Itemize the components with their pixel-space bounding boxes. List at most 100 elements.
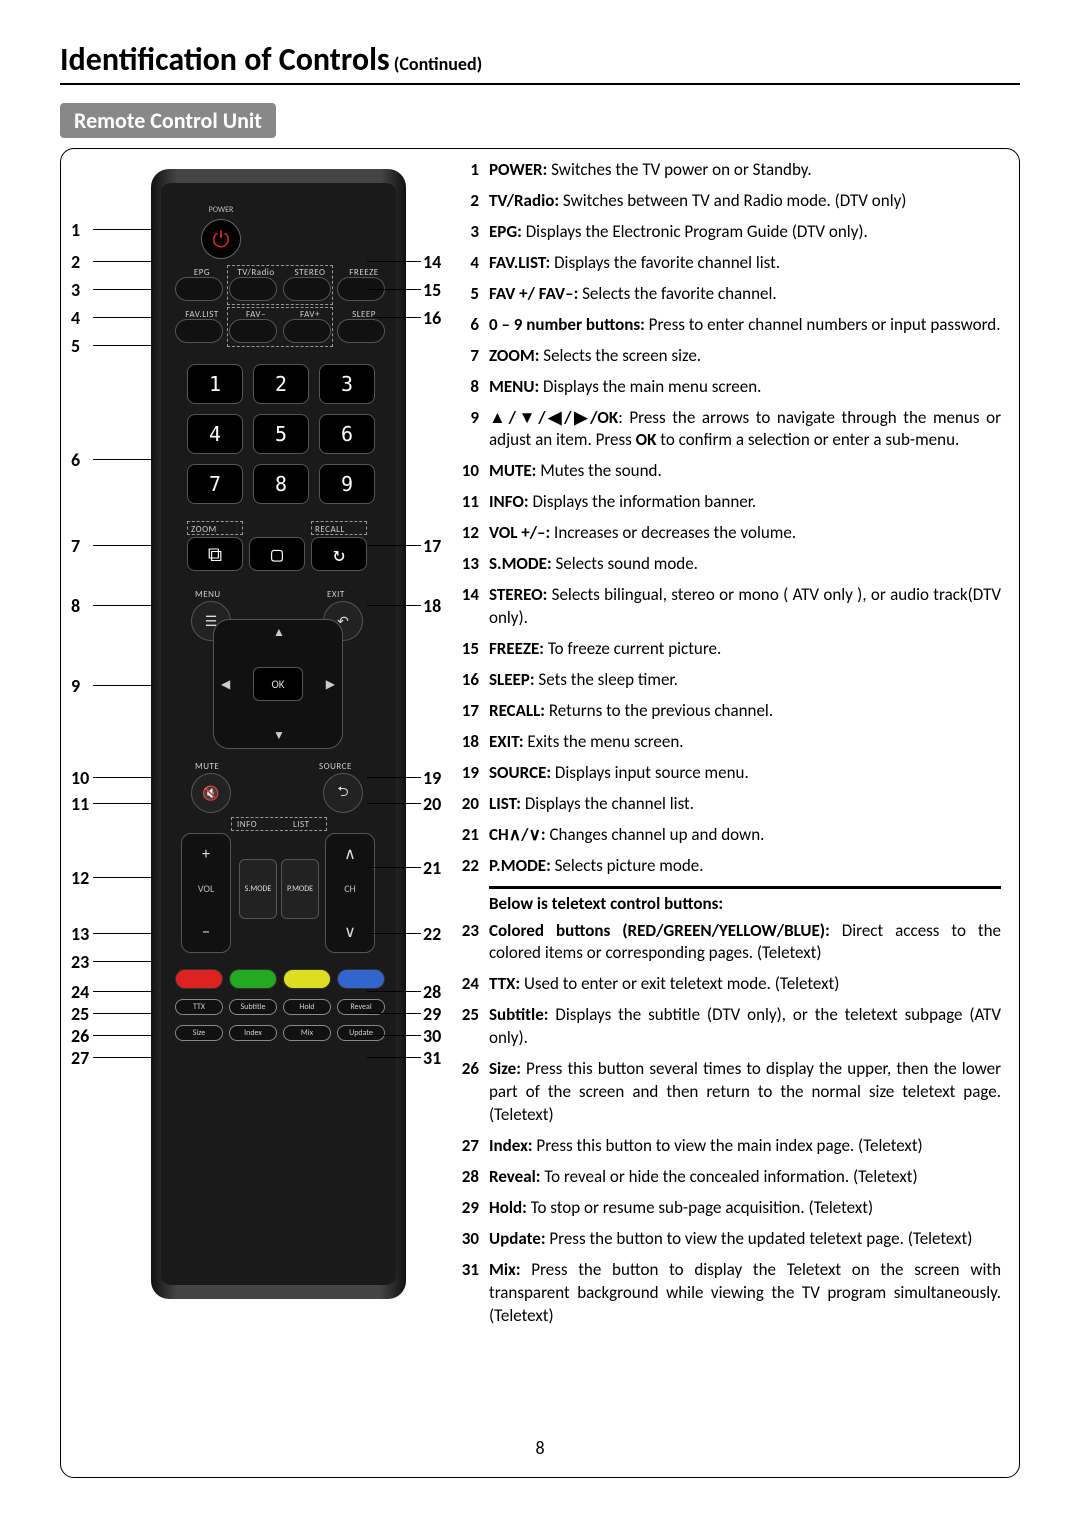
description-item: 23Colored buttons (RED/GREEN/YELLOW/BLUE… — [461, 920, 1001, 966]
vol-down-icon: − — [182, 912, 230, 952]
callout-line — [93, 933, 153, 934]
description-label: MENU: — [489, 376, 539, 397]
ok-button: OK — [253, 667, 303, 701]
callout-line — [93, 1013, 153, 1014]
callout-number: 11 — [71, 793, 89, 815]
description-text: TTX: Used to enter or exit teletext mode… — [489, 973, 1001, 996]
description-label: POWER: — [489, 159, 547, 180]
callout-number: 29 — [423, 1003, 441, 1025]
descriptions-area: 1POWER: Switches the TV power on or Stan… — [461, 159, 1001, 1336]
teletext-list: 23Colored buttons (RED/GREEN/YELLOW/BLUE… — [461, 920, 1001, 1328]
teletext-button: TTX — [175, 999, 223, 1015]
description-label: FREEZE: — [489, 638, 544, 659]
description-number: 7 — [461, 345, 489, 368]
up-arrow-icon: ▲ — [273, 625, 285, 640]
description-text: Colored buttons (RED/GREEN/YELLOW/BLUE):… — [489, 920, 1001, 966]
callout-line — [367, 261, 421, 262]
teletext-button: Index — [229, 1025, 277, 1041]
description-number: 27 — [461, 1135, 489, 1158]
description-number: 6 — [461, 314, 489, 337]
remote-body: POWER ⏻ EPGTV/RadioSTEREOFREEZE FAV.LIST… — [151, 169, 406, 1299]
callout-number: 27 — [71, 1047, 89, 1069]
title-main: Identification of Controls — [60, 40, 390, 79]
callout-line — [367, 289, 421, 290]
color-button — [229, 969, 277, 989]
description-text: P.MODE: Selects picture mode. — [489, 855, 1001, 878]
smode-button: S.MODE — [239, 859, 277, 919]
description-label: TTX: — [489, 973, 520, 994]
color-button — [283, 969, 331, 989]
description-text: Subtitle: Displays the subtitle (DTV onl… — [489, 1004, 1001, 1050]
description-item: 24TTX: Used to enter or exit teletext mo… — [461, 973, 1001, 996]
digit-button-1: 1 — [187, 364, 243, 404]
description-label: FAV.LIST: — [489, 252, 550, 273]
description-text: ▲/▼/◀/▶/OK: Press the arrows to navigate… — [489, 407, 1001, 453]
source-button: ⮌ — [323, 773, 363, 813]
callout-line — [93, 877, 153, 878]
description-item: 12VOL +/–: Increases or decreases the vo… — [461, 522, 1001, 545]
description-text: Mix: Press the button to display the Tel… — [489, 1259, 1001, 1328]
callout-number: 7 — [71, 535, 80, 557]
callout-line — [93, 1035, 153, 1036]
description-item: 7ZOOM: Selects the screen size. — [461, 345, 1001, 368]
callout-number: 12 — [71, 867, 89, 889]
description-text: TV/Radio: Switches between TV and Radio … — [489, 190, 1001, 213]
callout-line — [367, 1057, 421, 1058]
callout-line — [93, 261, 153, 262]
description-number: 12 — [461, 522, 489, 545]
callout-number: 3 — [71, 279, 80, 301]
zoom-dashbox — [187, 521, 243, 535]
callout-line — [93, 289, 153, 290]
description-item: 11INFO: Displays the information banner. — [461, 491, 1001, 514]
description-number: 25 — [461, 1004, 489, 1050]
callout-line — [93, 459, 153, 460]
callout-line — [367, 803, 421, 804]
manual-page: Identification of Controls (Continued) R… — [0, 0, 1080, 1527]
zoom-button: ⧉ — [187, 537, 243, 571]
zero-button: ▢ — [249, 537, 305, 571]
description-label: S.MODE: — [489, 553, 552, 574]
teletext-header: Below is teletext control buttons: — [489, 886, 1001, 914]
description-label: Mix: — [489, 1259, 521, 1280]
page-title: Identification of Controls (Continued) — [60, 40, 1020, 79]
description-number: 18 — [461, 731, 489, 754]
callout-line — [93, 317, 153, 318]
description-text: VOL +/–: Increases or decreases the volu… — [489, 522, 1001, 545]
callout-line — [367, 317, 421, 318]
description-number: 8 — [461, 376, 489, 399]
callout-number: 9 — [71, 675, 80, 697]
description-item: 22P.MODE: Selects picture mode. — [461, 855, 1001, 878]
power-icon: ⏻ — [212, 226, 229, 253]
description-label: Colored buttons (RED/GREEN/YELLOW/BLUE): — [489, 920, 830, 941]
description-item: 13S.MODE: Selects sound mode. — [461, 553, 1001, 576]
description-label: ZOOM: — [489, 345, 539, 366]
description-item: 20LIST: Displays the channel list. — [461, 793, 1001, 816]
small-button — [175, 277, 223, 301]
description-item: 5FAV +/ FAV–: Selects the favorite chann… — [461, 283, 1001, 306]
description-text: FAV +/ FAV–: Selects the favorite channe… — [489, 283, 1001, 306]
description-label: EPG: — [489, 221, 522, 242]
right-arrow-icon: ▶ — [326, 677, 335, 692]
description-label: Update: — [489, 1228, 546, 1249]
left-arrow-icon: ◀ — [221, 677, 230, 692]
description-item: 4FAV.LIST: Displays the favorite channel… — [461, 252, 1001, 275]
description-item: 27Index: Press this button to view the m… — [461, 1135, 1001, 1158]
callout-line — [93, 961, 153, 962]
power-label: POWER — [201, 205, 241, 215]
description-number: 17 — [461, 700, 489, 723]
digit-button-8: 8 — [253, 464, 309, 504]
callout-line — [367, 605, 421, 606]
callout-number: 26 — [71, 1025, 89, 1047]
description-label: Index: — [489, 1135, 533, 1156]
color-buttons-row — [175, 969, 385, 989]
description-number: 9 — [461, 407, 489, 453]
callout-number: 16 — [423, 307, 441, 329]
menu-label: MENU — [195, 589, 221, 600]
description-label: Subtitle: — [489, 1004, 548, 1025]
description-text: EXIT: Exits the menu screen. — [489, 731, 1001, 754]
description-item: 15FREEZE: To freeze current picture. — [461, 638, 1001, 661]
description-item: 30Update: Press the button to view the u… — [461, 1228, 1001, 1251]
callout-number: 20 — [423, 793, 441, 815]
description-text: Update: Press the button to view the upd… — [489, 1228, 1001, 1251]
callout-line — [93, 1057, 153, 1058]
